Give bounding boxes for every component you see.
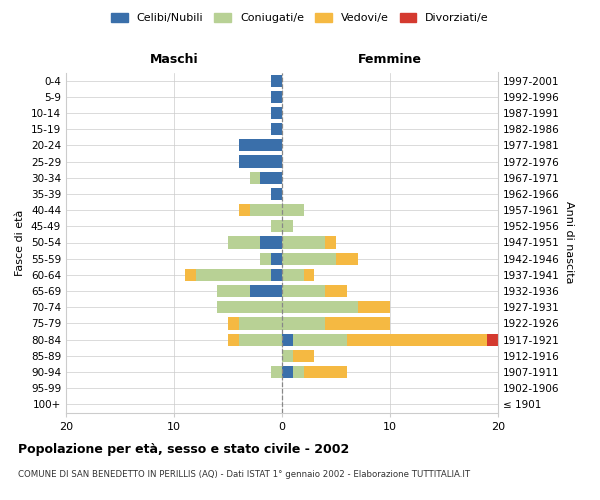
Bar bbox=[358, 301, 390, 314]
Bar bbox=[250, 172, 260, 184]
Y-axis label: Fasce di età: Fasce di età bbox=[16, 210, 25, 276]
Bar bbox=[304, 269, 314, 281]
Bar bbox=[271, 90, 282, 103]
Bar bbox=[239, 204, 250, 216]
Bar bbox=[196, 269, 271, 281]
Bar bbox=[260, 252, 271, 265]
Bar bbox=[293, 366, 304, 378]
Bar bbox=[228, 334, 239, 345]
Text: Femmine: Femmine bbox=[358, 52, 422, 66]
Bar bbox=[282, 252, 336, 265]
Bar bbox=[239, 334, 282, 345]
Bar bbox=[260, 236, 282, 248]
Bar bbox=[271, 220, 282, 232]
Bar bbox=[250, 204, 282, 216]
Bar bbox=[282, 236, 325, 248]
Bar bbox=[217, 285, 250, 297]
Bar bbox=[325, 285, 347, 297]
Bar bbox=[336, 252, 358, 265]
Bar bbox=[293, 334, 347, 345]
Text: COMUNE DI SAN BENEDETTO IN PERILLIS (AQ) - Dati ISTAT 1° gennaio 2002 - Elaboraz: COMUNE DI SAN BENEDETTO IN PERILLIS (AQ)… bbox=[18, 470, 470, 479]
Bar bbox=[250, 285, 282, 297]
Bar bbox=[271, 74, 282, 86]
Bar bbox=[282, 269, 304, 281]
Bar bbox=[325, 318, 390, 330]
Bar bbox=[282, 318, 325, 330]
Bar bbox=[271, 366, 282, 378]
Bar bbox=[282, 366, 293, 378]
Bar bbox=[239, 140, 282, 151]
Bar bbox=[228, 318, 239, 330]
Text: Popolazione per età, sesso e stato civile - 2002: Popolazione per età, sesso e stato civil… bbox=[18, 442, 349, 456]
Bar bbox=[304, 366, 347, 378]
Bar bbox=[487, 334, 498, 345]
Bar bbox=[293, 350, 314, 362]
Text: Maschi: Maschi bbox=[149, 52, 199, 66]
Bar bbox=[282, 204, 304, 216]
Bar bbox=[271, 188, 282, 200]
Bar bbox=[271, 123, 282, 135]
Bar bbox=[185, 269, 196, 281]
Bar bbox=[239, 318, 282, 330]
Bar bbox=[282, 350, 293, 362]
Legend: Celibi/Nubili, Coniugati/e, Vedovi/e, Divorziati/e: Celibi/Nubili, Coniugati/e, Vedovi/e, Di… bbox=[107, 8, 493, 28]
Bar bbox=[347, 334, 487, 345]
Bar bbox=[217, 301, 282, 314]
Bar bbox=[271, 252, 282, 265]
Bar bbox=[271, 107, 282, 119]
Bar bbox=[282, 301, 358, 314]
Bar bbox=[271, 269, 282, 281]
Bar bbox=[282, 220, 293, 232]
Bar bbox=[228, 236, 260, 248]
Bar bbox=[325, 236, 336, 248]
Bar bbox=[260, 172, 282, 184]
Bar bbox=[239, 156, 282, 168]
Bar bbox=[282, 334, 293, 345]
Bar bbox=[282, 285, 325, 297]
Y-axis label: Anni di nascita: Anni di nascita bbox=[563, 201, 574, 283]
